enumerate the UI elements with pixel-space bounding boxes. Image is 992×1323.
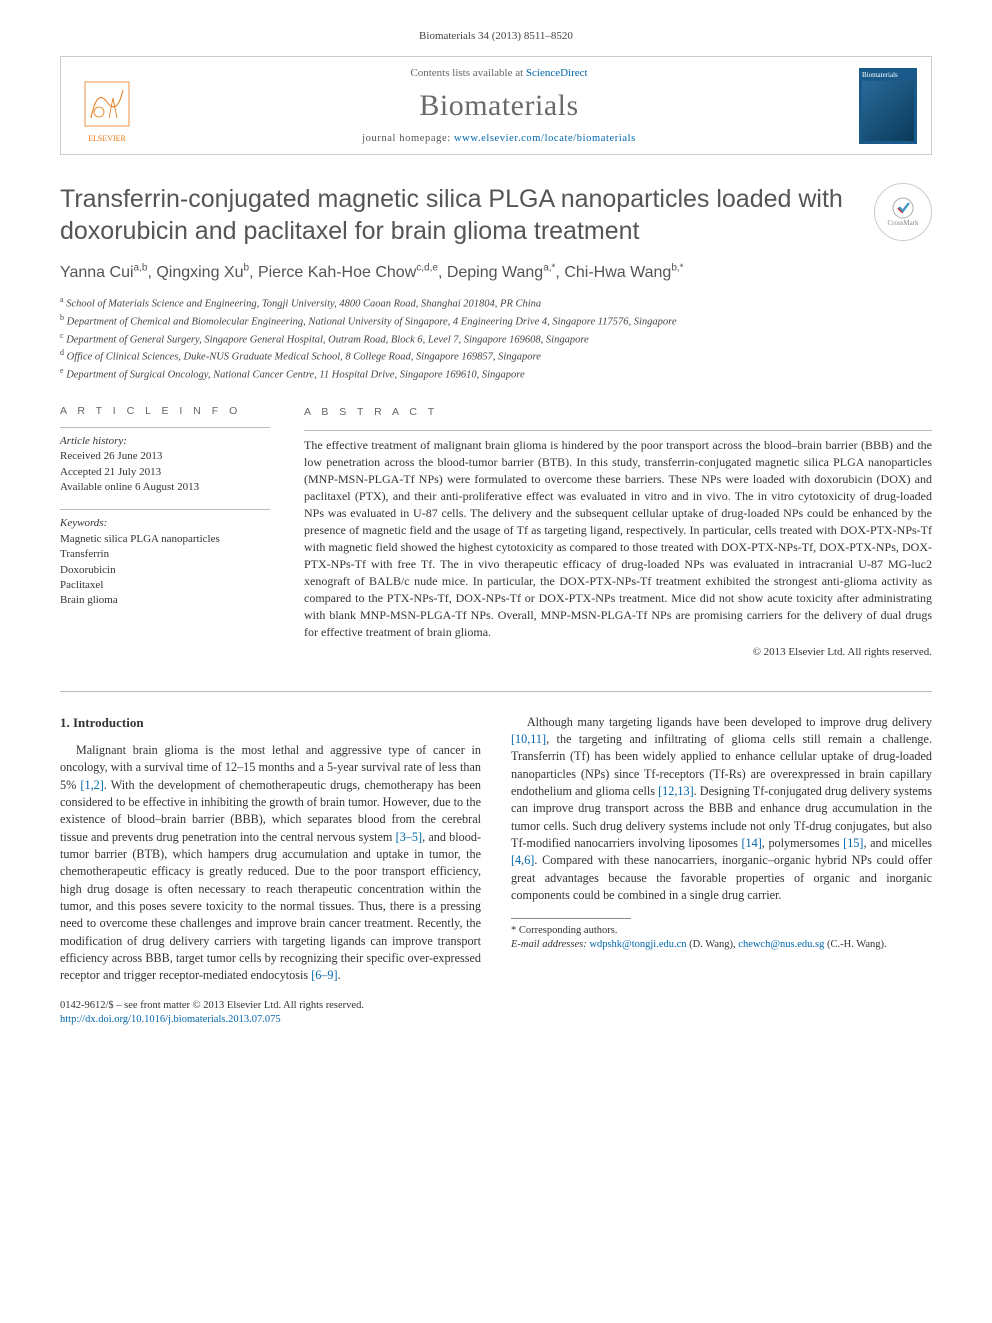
ref-link[interactable]: [10,11] [511,732,546,746]
doi-link[interactable]: http://dx.doi.org/10.1016/j.biomaterials… [60,1014,281,1025]
email-name: (D. Wang), [689,939,736,950]
sciencedirect-link[interactable]: ScienceDirect [526,67,588,79]
journal-name: Biomaterials [153,89,845,123]
cover-label: Biomaterials [862,71,914,79]
email-link[interactable]: chewch@nus.edu.sg [738,939,824,950]
info-heading: A R T I C L E I N F O [60,405,270,417]
elsevier-label: ELSEVIER [88,134,126,143]
ref-link[interactable]: [12,13] [658,784,694,798]
contents-line: Contents lists available at ScienceDirec… [153,67,845,79]
keyword-item: Paclitaxel [60,578,270,593]
crossmark-badge[interactable]: CrossMark [874,183,932,241]
affiliation-line: a School of Materials Science and Engine… [60,294,932,312]
issn-line: 0142-9612/$ – see front matter © 2013 El… [60,999,932,1013]
email-link[interactable]: wdpshk@tongji.edu.cn [589,939,686,950]
affiliation-line: b Department of Chemical and Biomolecula… [60,312,932,330]
authors-list: Yanna Cuia,b, Qingxing Xub, Pierce Kah-H… [60,261,932,284]
email-name: (C.-H. Wang). [827,939,887,950]
ref-link[interactable]: [3–5] [396,830,422,844]
ref-link[interactable]: [14] [741,836,761,850]
history-block: Article history: Received 26 June 2013 A… [60,427,270,496]
body-para-1: Malignant brain glioma is the most letha… [60,742,481,985]
bottom-meta: 0142-9612/$ – see front matter © 2013 El… [60,999,932,1027]
ref-link[interactable]: [1,2] [80,778,103,792]
title-row: Transferrin-conjugated magnetic silica P… [60,183,932,247]
elsevier-logo[interactable]: ELSEVIER [75,69,139,143]
keyword-item: Magnetic silica PLGA nanoparticles [60,532,270,547]
body-para-2: Although many targeting ligands have bee… [511,714,932,905]
citation-line: Biomaterials 34 (2013) 8511–8520 [60,30,932,42]
crossmark-label: CrossMark [887,219,918,227]
article-page: Biomaterials 34 (2013) 8511–8520 ELSEVIE… [0,0,992,1067]
ref-link[interactable]: [4,6] [511,853,534,867]
abstract-column: A B S T R A C T The effective treatment … [304,405,932,661]
email-label: E-mail addresses: [511,939,587,950]
affiliation-line: d Office of Clinical Sciences, Duke-NUS … [60,347,932,365]
keyword-item: Transferrin [60,547,270,562]
body-separator [60,691,932,692]
abstract-heading: A B S T R A C T [304,405,932,420]
homepage-line: journal homepage: www.elsevier.com/locat… [153,133,845,144]
abstract-copyright: © 2013 Elsevier Ltd. All rights reserved… [304,645,932,661]
affiliations: a School of Materials Science and Engine… [60,294,932,383]
homepage-link[interactable]: www.elsevier.com/locate/biomaterials [454,133,636,144]
section-heading: 1. Introduction [60,714,481,732]
info-abstract-row: A R T I C L E I N F O Article history: R… [60,405,932,661]
email-line: E-mail addresses: wdpshk@tongji.edu.cn (… [511,938,932,952]
abstract-text: The effective treatment of malignant bra… [304,430,932,641]
footnotes: * Corresponding authors. E-mail addresse… [511,924,932,952]
affiliation-line: e Department of Surgical Oncology, Natio… [60,365,932,383]
article-title: Transferrin-conjugated magnetic silica P… [60,183,858,247]
homepage-prefix: journal homepage: [362,133,454,144]
online-date: Available online 6 August 2013 [60,480,270,495]
footnote-separator [511,918,631,919]
affiliation-line: c Department of General Surgery, Singapo… [60,330,932,348]
journal-header: ELSEVIER Contents lists available at Sci… [60,56,932,155]
corresponding-note: * Corresponding authors. [511,924,932,938]
ref-link[interactable]: [6–9] [311,968,337,982]
accepted-date: Accepted 21 July 2013 [60,465,270,480]
received-date: Received 26 June 2013 [60,449,270,464]
keyword-item: Brain glioma [60,593,270,608]
article-info: A R T I C L E I N F O Article history: R… [60,405,270,661]
contents-prefix: Contents lists available at [410,67,525,79]
header-center: Contents lists available at ScienceDirec… [153,67,845,144]
body-columns: 1. Introduction Malignant brain glioma i… [60,714,932,985]
keywords-label: Keywords: [60,516,270,531]
ref-link[interactable]: [15] [843,836,863,850]
history-label: Article history: [60,434,270,449]
keyword-item: Doxorubicin [60,563,270,578]
journal-cover-thumb[interactable]: Biomaterials [859,68,917,144]
keywords-block: Keywords: Magnetic silica PLGA nanoparti… [60,509,270,608]
